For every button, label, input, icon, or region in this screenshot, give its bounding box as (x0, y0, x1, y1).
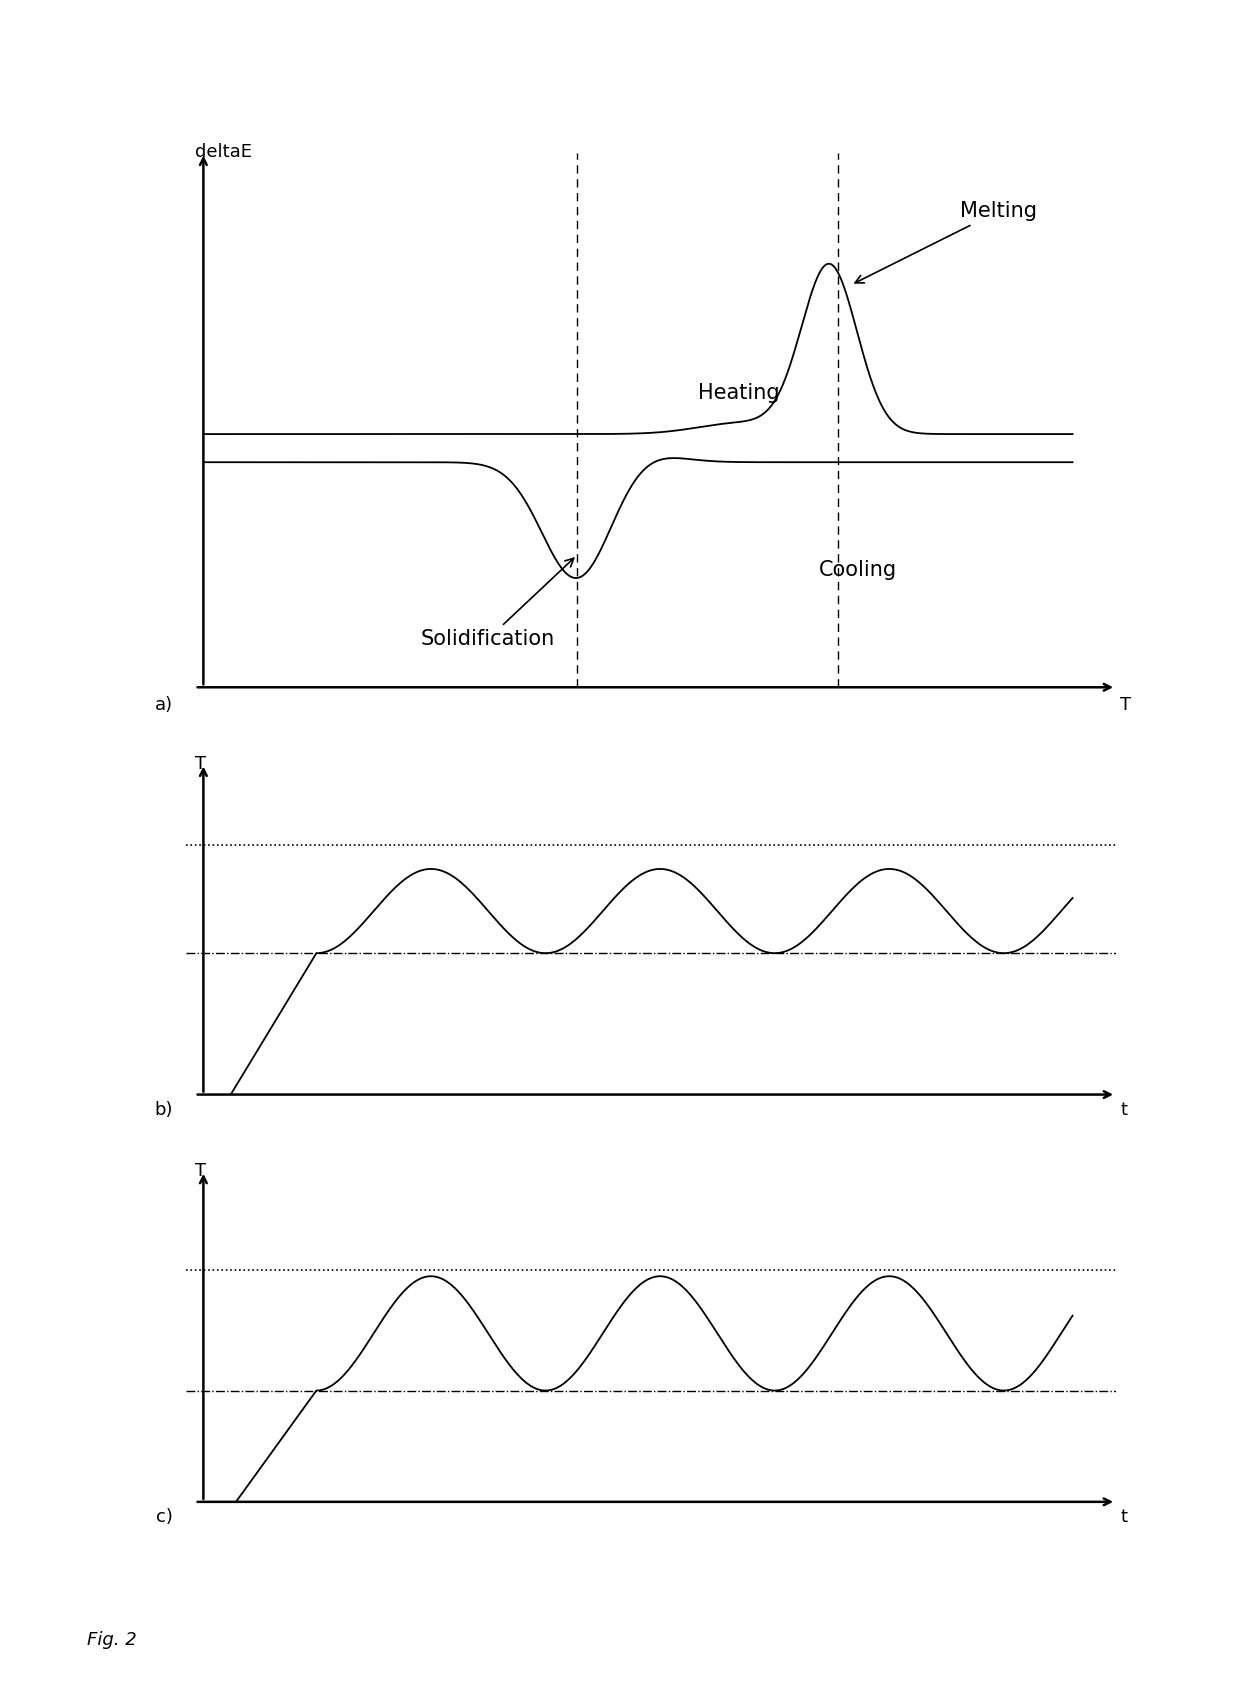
Text: T: T (195, 755, 206, 772)
Text: Solidification: Solidification (420, 558, 574, 648)
Text: t: t (1121, 1101, 1127, 1118)
Text: Heating: Heating (697, 384, 779, 404)
Text: Fig. 2: Fig. 2 (87, 1631, 136, 1649)
Text: a): a) (155, 696, 172, 714)
Text: Cooling: Cooling (818, 560, 897, 580)
Text: T: T (195, 1162, 206, 1179)
Text: c): c) (156, 1509, 172, 1526)
Text: Melting: Melting (856, 202, 1037, 283)
Text: t: t (1121, 1509, 1127, 1526)
Text: T: T (1121, 696, 1131, 714)
Text: deltaE: deltaE (195, 143, 252, 161)
Text: b): b) (155, 1101, 172, 1118)
